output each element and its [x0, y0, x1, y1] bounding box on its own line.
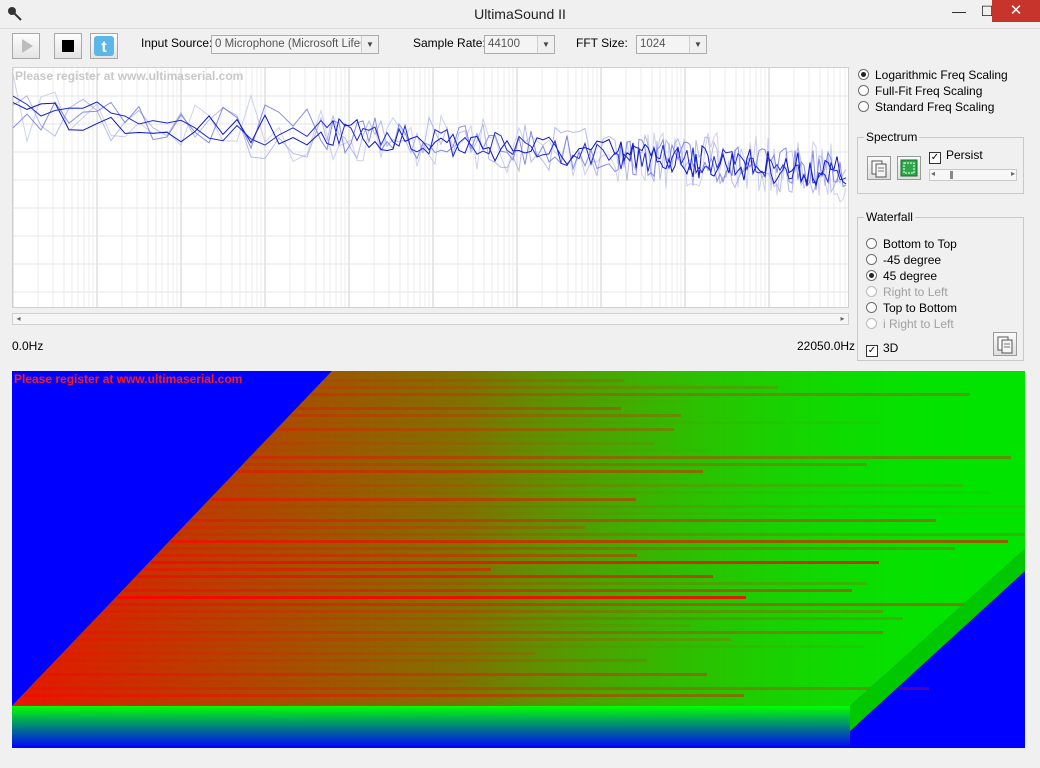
freq-max-label: 22050.0Hz	[797, 339, 856, 353]
fft-size-label: FFT Size:	[576, 36, 628, 50]
radio-label: Right to Left	[883, 285, 948, 299]
radio-i-right-to-left: i Right to Left	[866, 317, 954, 331]
input-source-label: Input Source:	[141, 36, 213, 50]
radio-top-to-bottom[interactable]: Top to Bottom	[866, 301, 957, 315]
fft-size-value: 1024	[640, 38, 666, 50]
svg-text:t: t	[101, 39, 107, 56]
persist-slider[interactable]: ◂ ▸	[929, 169, 1017, 181]
waterfall-group-title: Waterfall	[864, 210, 915, 224]
radio-standard-scaling[interactable]: Standard Freq Scaling	[858, 100, 994, 114]
radio-bottom-to-top[interactable]: Bottom to Top	[866, 237, 957, 251]
radio-log-scaling[interactable]: Logarithmic Freq Scaling	[858, 68, 1008, 82]
radio-minus-45-degree[interactable]: -45 degree	[866, 253, 941, 267]
waterfall-watermark: Please register at www.ultimaserial.com	[14, 372, 243, 386]
minimize-button[interactable]: —	[952, 3, 966, 19]
twitter-icon: t	[94, 36, 114, 56]
radio-45-degree[interactable]: 45 degree	[866, 269, 937, 283]
close-button[interactable]: ✕	[992, 0, 1040, 22]
radio-label: -45 degree	[883, 253, 942, 267]
play-button[interactable]	[12, 33, 40, 59]
spectrum-scrollbar[interactable]: ◂ ▸	[12, 313, 849, 325]
waterfall-plot[interactable]: Please register at www.ultimaserial.com	[12, 371, 1025, 748]
fft-size-select[interactable]: 1024 ▼	[636, 35, 707, 54]
sample-rate-label: Sample Rate:	[413, 36, 486, 50]
scroll-right-icon[interactable]: ▸	[840, 314, 845, 323]
spectrum-trace	[13, 68, 848, 307]
sample-rate-value: 44100	[488, 38, 520, 50]
checkbox-indicator: ✓	[929, 152, 941, 164]
waterfall-group: Waterfall Bottom to Top -45 degree 45 degr…	[857, 210, 1024, 361]
copy-waterfall-button[interactable]	[993, 332, 1017, 356]
radio-indicator	[866, 254, 877, 265]
maximize-button[interactable]: ☐	[980, 3, 994, 19]
input-source-select[interactable]: 0 Microphone (Microsoft LifeCa ▼	[211, 35, 379, 54]
radio-indicator	[858, 85, 869, 96]
spectrum-watermark: Please register at www.ultimaserial.com	[15, 69, 244, 83]
window-title: UltimaSound II	[474, 6, 566, 22]
slider-thumb[interactable]	[950, 171, 953, 179]
persist-checkbox[interactable]: ✓ Persist	[929, 148, 983, 164]
radio-label: Standard Freq Scaling	[875, 100, 995, 114]
persist-label: Persist	[946, 148, 983, 162]
chevron-down-icon: ▼	[537, 36, 554, 53]
clipboard-icon	[997, 336, 1013, 354]
radio-label: Full-Fit Freq Scaling	[875, 84, 983, 98]
play-icon	[22, 39, 33, 53]
radio-right-to-left: Right to Left	[866, 285, 948, 299]
radio-indicator	[858, 69, 869, 80]
radio-label: 45 degree	[883, 269, 938, 283]
sample-rate-select[interactable]: 44100 ▼	[484, 35, 555, 54]
spectrum-group-title: Spectrum	[864, 130, 920, 144]
microphone-icon	[8, 7, 22, 21]
stop-icon	[62, 40, 74, 52]
radio-indicator	[866, 238, 877, 249]
radio-label: Logarithmic Freq Scaling	[875, 68, 1008, 82]
three-d-label: 3D	[883, 341, 899, 355]
spectrum-plot[interactable]: Please register at www.ultimaserial.com	[12, 67, 849, 308]
stop-button[interactable]	[54, 33, 82, 59]
title-bar: UltimaSound II — ☐ ✕	[0, 0, 1040, 29]
slider-left-icon: ◂	[931, 169, 936, 178]
spectrum-group: Spectrum ✓ Persist ◂ ▸	[857, 130, 1024, 194]
three-d-checkbox[interactable]: ✓ 3D	[866, 341, 898, 357]
checkbox-indicator: ✓	[866, 345, 878, 357]
radio-label: Bottom to Top	[883, 237, 957, 251]
freq-min-label: 0.0Hz	[12, 339, 44, 353]
scroll-left-icon[interactable]: ◂	[16, 314, 21, 323]
slider-right-icon: ▸	[1010, 169, 1015, 178]
radio-indicator	[858, 101, 869, 112]
radio-indicator	[866, 302, 877, 313]
radio-label: i Right to Left	[883, 317, 954, 331]
twitter-button[interactable]: t	[90, 33, 118, 59]
copy-spectrum-button[interactable]	[867, 156, 891, 180]
radio-label: Top to Bottom	[883, 301, 958, 315]
screenshot-spectrum-button[interactable]	[897, 156, 921, 180]
chevron-down-icon: ▼	[361, 36, 378, 53]
clipboard-icon	[871, 160, 887, 178]
chevron-down-icon: ▼	[689, 36, 706, 53]
input-source-value: 0 Microphone (Microsoft LifeCa	[215, 38, 375, 50]
radio-indicator	[866, 270, 877, 281]
radio-indicator	[866, 318, 877, 329]
waterfall-surface	[12, 371, 1025, 748]
capture-icon	[900, 159, 918, 177]
radio-fullfit-scaling[interactable]: Full-Fit Freq Scaling	[858, 84, 982, 98]
radio-indicator	[866, 286, 877, 297]
